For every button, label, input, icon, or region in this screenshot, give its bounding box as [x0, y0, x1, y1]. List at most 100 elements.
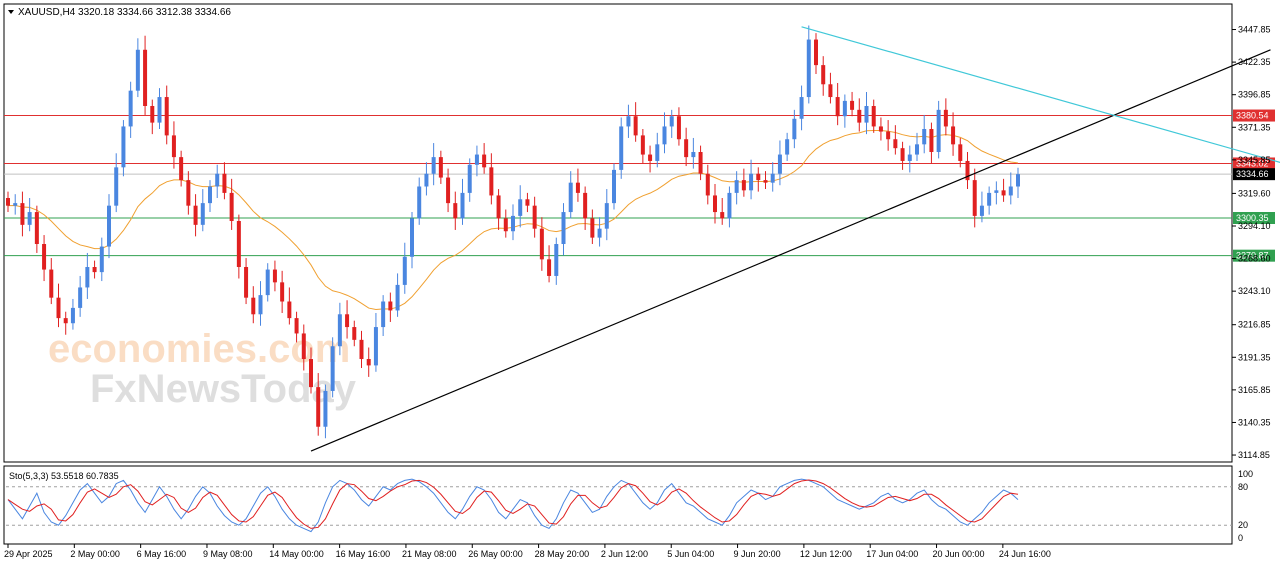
candle-body-47 — [345, 314, 350, 328]
candle-body-8 — [63, 318, 68, 324]
candle-body-111 — [806, 39, 811, 98]
candle-body-115 — [835, 97, 840, 117]
x-tick-label-11: 9 Jun 20:00 — [734, 549, 781, 559]
x-tick-label-1: 2 May 00:00 — [70, 549, 120, 559]
candle-body-5 — [42, 244, 47, 270]
candle-body-10 — [78, 287, 83, 308]
candle-body-2 — [20, 203, 25, 225]
candle-body-81 — [590, 218, 595, 238]
y-tick-label-1: 3422.35 — [1238, 57, 1271, 67]
candle-body-32 — [236, 221, 241, 268]
candle-body-134 — [972, 180, 977, 216]
stochastic-d-line — [7, 479, 1019, 529]
candle-body-73 — [532, 205, 537, 229]
x-tick-label-2: 6 May 16:00 — [137, 549, 187, 559]
candle-body-114 — [828, 84, 833, 98]
candle-body-136 — [987, 192, 992, 206]
y-tick-label-8: 3243.10 — [1238, 286, 1271, 296]
candle-body-99 — [720, 212, 725, 219]
candle-body-96 — [698, 152, 703, 174]
candle-body-125 — [907, 154, 912, 161]
candle-body-7 — [56, 297, 61, 319]
candle-body-70 — [511, 215, 515, 232]
candle-body-20 — [150, 106, 155, 123]
candle-body-110 — [799, 97, 804, 119]
candle-body-87 — [633, 116, 638, 136]
candle-body-129 — [936, 109, 941, 153]
x-tick-label-15: 24 Jun 16:00 — [999, 549, 1051, 559]
candle-body-49 — [359, 339, 364, 360]
candle-body-27 — [200, 203, 205, 225]
stochastic-label: Sto(5,3,3) 53.5518 60.7835 — [9, 471, 119, 481]
level-label-1: 3343.02 — [1236, 158, 1269, 168]
candle-body-75 — [547, 259, 552, 276]
candle-body-84 — [612, 169, 616, 204]
y-tick-label-6: 3294.10 — [1238, 221, 1271, 231]
candle-body-4 — [34, 212, 39, 245]
candle-body-68 — [496, 195, 501, 219]
candle-body-107 — [777, 154, 782, 174]
candle-body-6 — [49, 269, 54, 298]
level-label-0: 3380.54 — [1236, 111, 1269, 121]
candle-body-24 — [179, 157, 184, 181]
candle-body-121 — [878, 126, 883, 132]
candle-body-97 — [705, 173, 710, 196]
x-tick-label-14: 20 Jun 00:00 — [933, 549, 985, 559]
candle-body-40 — [294, 318, 299, 334]
candle-body-105 — [763, 180, 768, 183]
candle-body-28 — [208, 186, 212, 204]
candle-body-64 — [467, 164, 472, 193]
candle-body-93 — [676, 116, 681, 140]
sto-level-label-0: 100 — [1238, 469, 1253, 479]
candle-body-9 — [70, 307, 75, 324]
candle-body-1 — [13, 203, 18, 206]
candle-body-98 — [713, 195, 717, 213]
candle-body-19 — [143, 49, 148, 107]
candle-body-18 — [135, 49, 140, 91]
candle-body-113 — [821, 65, 826, 85]
x-tick-label-7: 26 May 00:00 — [468, 549, 523, 559]
x-tick-label-8: 28 May 20:00 — [535, 549, 590, 559]
x-tick-label-0: 29 Apr 2025 — [4, 549, 53, 559]
trendline-1 — [801, 26, 1280, 163]
dropdown-triangle-icon[interactable] — [8, 10, 14, 14]
candle-body-85 — [619, 126, 624, 170]
level-tag-3 — [1233, 212, 1275, 225]
candle-body-35 — [258, 295, 263, 315]
main-panel-frame — [3, 3, 1233, 463]
candle-body-82 — [597, 228, 602, 238]
candle-body-108 — [785, 139, 790, 155]
candle-body-117 — [850, 100, 855, 110]
candle-body-100 — [727, 192, 732, 219]
x-tick-label-5: 16 May 16:00 — [336, 549, 391, 559]
candle-body-33 — [244, 267, 249, 298]
candle-body-71 — [518, 199, 523, 216]
candle-body-138 — [1001, 190, 1006, 196]
level-label-4: 3270.87 — [1236, 251, 1269, 261]
sto-level-label-2: 20 — [1238, 520, 1248, 530]
x-tick-label-3: 9 May 08:00 — [203, 549, 253, 559]
candle-body-83 — [604, 203, 609, 229]
watermark-economies: economies.com — [48, 327, 350, 371]
x-tick-label-12: 12 Jun 12:00 — [800, 549, 852, 559]
candle-body-50 — [366, 359, 371, 366]
y-tick-label-5: 3319.60 — [1238, 188, 1271, 198]
y-tick-label-10: 3191.35 — [1238, 352, 1271, 362]
candle-body-41 — [301, 333, 306, 360]
stochastic-k-line — [7, 478, 1019, 533]
candle-body-131 — [951, 126, 956, 145]
candle-body-112 — [814, 39, 818, 66]
candle-body-57 — [417, 186, 422, 219]
candle-body-56 — [410, 218, 414, 257]
level-tag-4 — [1233, 249, 1275, 262]
x-tick-label-6: 21 May 08:00 — [402, 549, 457, 559]
candle-body-31 — [229, 192, 234, 222]
y-tick-label-11: 3165.85 — [1238, 385, 1271, 395]
candle-body-12 — [92, 267, 97, 273]
y-tick-label-4: 3345.85 — [1238, 155, 1271, 165]
candle-body-139 — [1008, 186, 1013, 196]
candle-body-14 — [107, 205, 111, 247]
candle-body-62 — [453, 203, 458, 219]
candle-body-23 — [171, 135, 176, 158]
